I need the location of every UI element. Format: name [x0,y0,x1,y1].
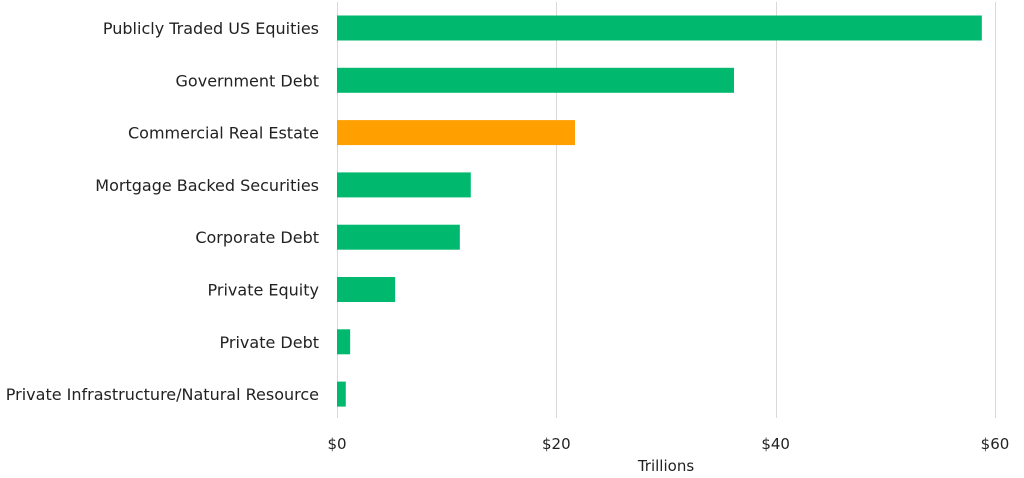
x-tick-labels: $0 $20 $40 $60 [327,435,1009,453]
category-labels: Publicly Traded US Equities Government De… [6,19,319,404]
category-label: Government Debt [176,71,319,90]
bar [337,329,351,355]
category-label: Corporate Debt [195,228,319,247]
x-tick-label: $60 [981,435,1010,453]
bar [337,172,471,198]
bar [337,224,460,250]
x-tick-label: $40 [761,435,790,453]
x-axis-title: Trillions [637,457,694,475]
category-label: Publicly Traded US Equities [103,19,319,38]
grid-layer [337,2,996,418]
category-label: Private Infrastructure/Natural Resource [6,385,319,404]
category-label: Private Debt [220,333,319,352]
bar-layer [337,15,982,407]
bar [337,120,575,146]
bar [337,67,734,93]
bar [337,381,346,407]
x-tick-label: $20 [542,435,571,453]
bar [337,15,982,41]
bar [337,277,396,302]
x-tick-label: $0 [327,435,346,453]
category-label: Mortgage Backed Securities [95,176,319,195]
category-label: Commercial Real Estate [128,124,319,143]
category-label: Private Equity [208,281,319,300]
